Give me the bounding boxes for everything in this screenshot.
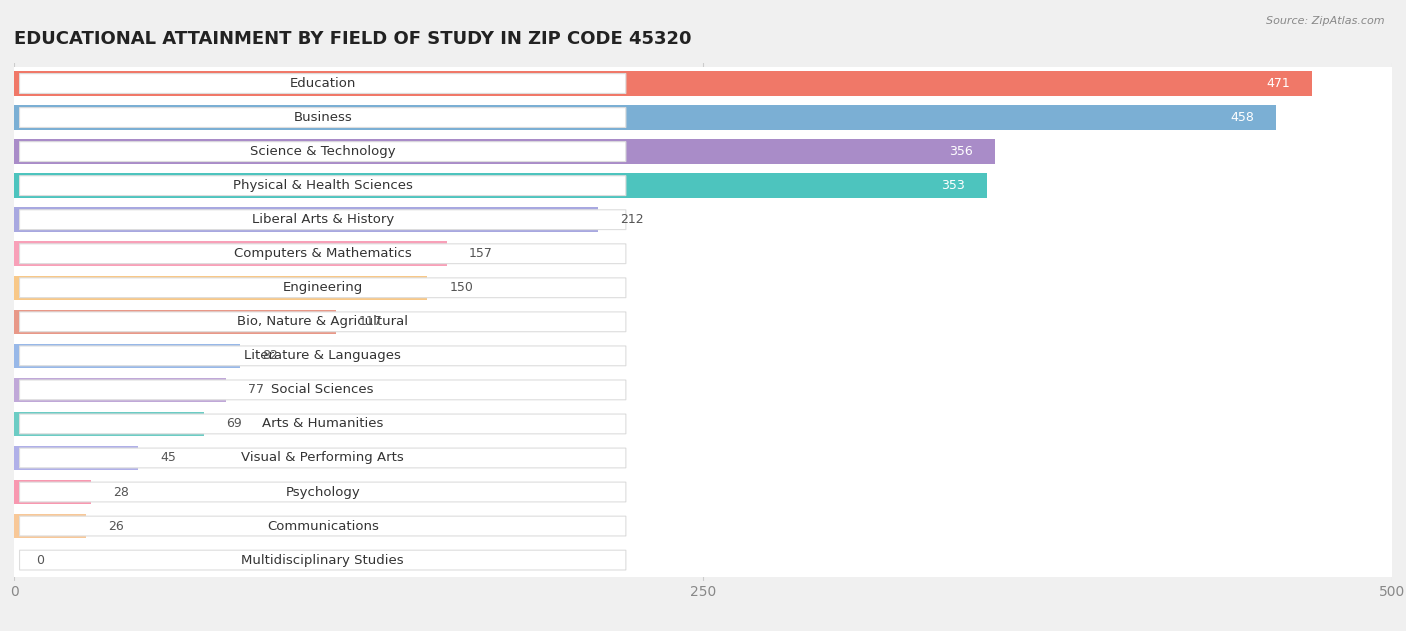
Bar [14, 514, 86, 538]
Text: 458: 458 [1230, 111, 1254, 124]
Bar [14, 105, 1277, 130]
Bar [14, 373, 1392, 407]
FancyBboxPatch shape [20, 108, 626, 127]
Bar [14, 339, 1392, 373]
Text: Bio, Nature & Agricultural: Bio, Nature & Agricultural [238, 316, 408, 328]
Text: Liberal Arts & History: Liberal Arts & History [252, 213, 394, 226]
Text: EDUCATIONAL ATTAINMENT BY FIELD OF STUDY IN ZIP CODE 45320: EDUCATIONAL ATTAINMENT BY FIELD OF STUDY… [14, 30, 692, 48]
Bar [14, 543, 1392, 577]
Text: 117: 117 [359, 316, 382, 328]
Bar [14, 475, 1392, 509]
Text: 356: 356 [949, 145, 973, 158]
Text: Communications: Communications [267, 519, 378, 533]
FancyBboxPatch shape [20, 550, 626, 570]
Bar [14, 407, 1392, 441]
Text: 157: 157 [468, 247, 492, 260]
FancyBboxPatch shape [20, 414, 626, 434]
FancyBboxPatch shape [20, 380, 626, 400]
Text: Social Sciences: Social Sciences [271, 384, 374, 396]
FancyBboxPatch shape [20, 209, 626, 230]
Text: Source: ZipAtlas.com: Source: ZipAtlas.com [1267, 16, 1385, 26]
Bar [14, 310, 336, 334]
FancyBboxPatch shape [20, 278, 626, 298]
Text: 212: 212 [620, 213, 644, 226]
Bar [14, 344, 240, 368]
Bar [14, 203, 1392, 237]
Text: 28: 28 [114, 485, 129, 498]
Text: Multidisciplinary Studies: Multidisciplinary Studies [242, 553, 404, 567]
Text: 26: 26 [108, 519, 124, 533]
Bar [14, 441, 1392, 475]
Bar [14, 71, 1312, 96]
Bar [14, 208, 599, 232]
Bar [14, 66, 1392, 100]
Bar [14, 276, 427, 300]
Text: 150: 150 [450, 281, 474, 294]
Bar [14, 168, 1392, 203]
Text: Computers & Mathematics: Computers & Mathematics [233, 247, 412, 260]
Bar [14, 237, 1392, 271]
FancyBboxPatch shape [20, 244, 626, 264]
Bar [14, 480, 91, 504]
Text: 69: 69 [226, 418, 242, 430]
Bar [14, 100, 1392, 134]
Text: Science & Technology: Science & Technology [250, 145, 395, 158]
Bar [14, 174, 987, 198]
Text: Physical & Health Sciences: Physical & Health Sciences [233, 179, 412, 192]
Text: Engineering: Engineering [283, 281, 363, 294]
Text: Psychology: Psychology [285, 485, 360, 498]
FancyBboxPatch shape [20, 312, 626, 332]
FancyBboxPatch shape [20, 142, 626, 162]
Bar [14, 445, 138, 470]
FancyBboxPatch shape [20, 516, 626, 536]
Bar [14, 242, 447, 266]
Bar [14, 134, 1392, 168]
Bar [14, 411, 204, 436]
Bar [14, 305, 1392, 339]
FancyBboxPatch shape [20, 176, 626, 196]
Text: 471: 471 [1267, 77, 1289, 90]
Text: 353: 353 [941, 179, 965, 192]
FancyBboxPatch shape [20, 74, 626, 93]
Text: Visual & Performing Arts: Visual & Performing Arts [242, 451, 404, 464]
Text: 77: 77 [249, 384, 264, 396]
FancyBboxPatch shape [20, 482, 626, 502]
Text: Literature & Languages: Literature & Languages [245, 350, 401, 362]
Text: Arts & Humanities: Arts & Humanities [262, 418, 384, 430]
Text: Education: Education [290, 77, 356, 90]
Text: 0: 0 [37, 553, 44, 567]
Bar [14, 509, 1392, 543]
Text: Business: Business [294, 111, 352, 124]
FancyBboxPatch shape [20, 346, 626, 366]
Bar [14, 271, 1392, 305]
Text: 45: 45 [160, 451, 176, 464]
FancyBboxPatch shape [20, 448, 626, 468]
Bar [14, 139, 995, 164]
Bar [14, 377, 226, 402]
Text: 82: 82 [262, 350, 278, 362]
